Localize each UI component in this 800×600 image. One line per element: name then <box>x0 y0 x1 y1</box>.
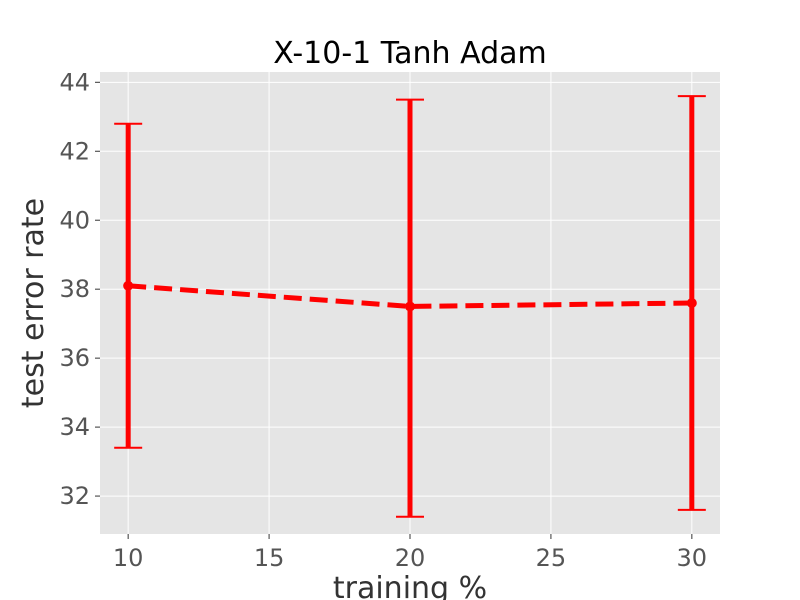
x-tick-label: 10 <box>113 544 144 572</box>
y-tick-label: 32 <box>59 482 90 510</box>
y-tick-label: 38 <box>59 275 90 303</box>
ticks: 10 15 20 25 30 32 34 36 38 40 42 44 <box>59 68 707 572</box>
chart-title: X-10-1 Tanh Adam <box>273 36 546 71</box>
series-line <box>127 283 692 309</box>
y-axis-label: test error rate <box>16 198 51 408</box>
x-axis-label: training % <box>333 571 487 600</box>
x-tick-label: 15 <box>254 544 285 572</box>
x-tick-label: 25 <box>536 544 567 572</box>
y-tick-label: 40 <box>59 206 90 234</box>
series-layer <box>114 95 706 518</box>
y-tick-label: 42 <box>59 137 90 165</box>
y-tick-label: 44 <box>59 68 90 96</box>
data-point <box>686 298 697 308</box>
y-tick-label: 34 <box>59 413 90 441</box>
y-tick-label: 36 <box>59 344 90 372</box>
data-point <box>123 280 134 291</box>
data-point <box>405 301 415 312</box>
x-tick-label: 30 <box>677 544 708 572</box>
x-tick-label: 20 <box>395 544 426 572</box>
